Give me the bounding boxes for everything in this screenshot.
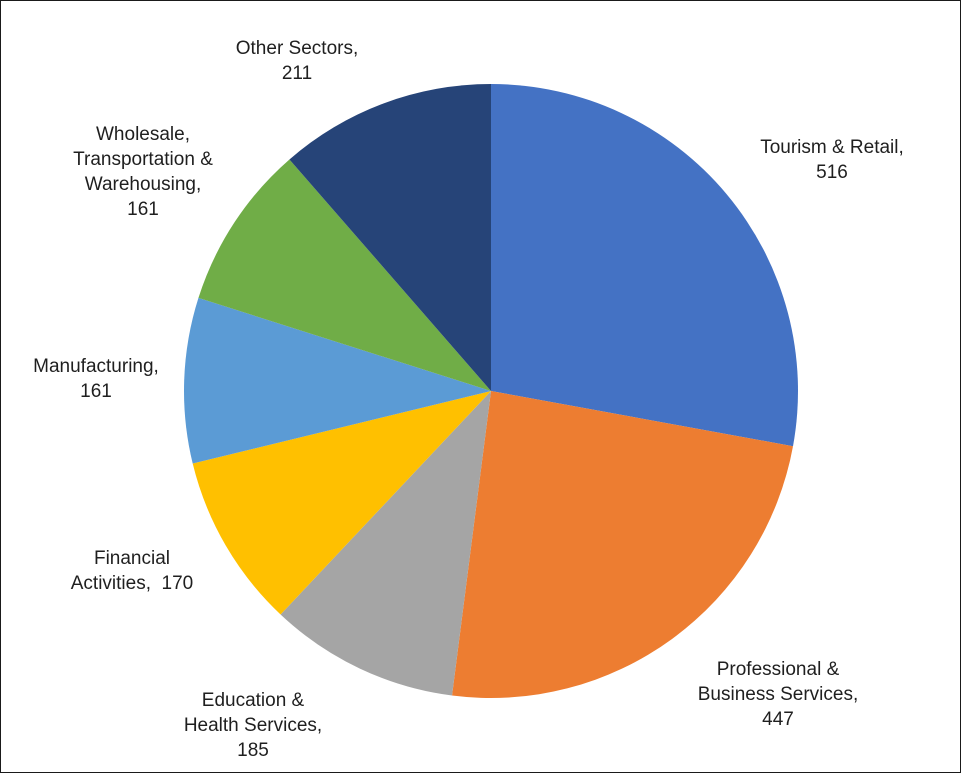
- slice-label-line: Warehousing,: [85, 174, 202, 195]
- pie-slice-4: [192, 391, 491, 615]
- slice-label-line: Activities, 170: [71, 573, 194, 594]
- slice-label-line: Other Sectors,: [236, 38, 359, 59]
- slice-label-1: Tourism & Retail, 516: [760, 137, 904, 183]
- slice-label-line: 161: [127, 199, 159, 220]
- slice-labels: Tourism & Retail, 516 Professional & Busine…: [33, 38, 904, 761]
- slice-label-line: Business Services,: [698, 684, 859, 705]
- slice-label-line: 185: [237, 740, 269, 761]
- slice-label-3: Education & Health Services, 185: [184, 690, 322, 761]
- pie-slice-5: [184, 297, 491, 464]
- slice-label-line: Manufacturing,: [33, 356, 159, 377]
- slice-label-line: Tourism & Retail,: [760, 137, 904, 158]
- slice-label-line: Professional &: [717, 659, 840, 680]
- slice-label-line: 211: [282, 63, 312, 84]
- slice-label-line: Health Services,: [184, 715, 322, 736]
- slice-label-7: Other Sectors, 211: [236, 38, 359, 84]
- slice-label-line: 516: [816, 162, 848, 183]
- slice-label-line: Wholesale,: [96, 124, 190, 145]
- slice-label-line: Financial: [94, 548, 170, 569]
- pie-slice-7: [289, 84, 491, 391]
- slice-label-2: Professional & Business Services, 447: [698, 659, 859, 730]
- pie-slice-3: [280, 391, 491, 696]
- pie-slice-6: [198, 159, 491, 391]
- slice-label-line: Education &: [202, 690, 305, 711]
- slice-label-6: Wholesale, Transportation & Warehousing, 16…: [73, 124, 213, 220]
- slice-label-line: 161: [80, 381, 112, 402]
- pie-slice-2: [452, 391, 793, 699]
- slice-label-line: Transportation &: [73, 149, 213, 170]
- slice-label-5: Manufacturing, 161: [33, 356, 159, 402]
- pie-slices: [184, 84, 799, 699]
- pie-slice-1: [491, 84, 799, 447]
- slice-label-4: Financial Activities, 170: [71, 548, 194, 594]
- slice-label-line: 447: [762, 709, 794, 730]
